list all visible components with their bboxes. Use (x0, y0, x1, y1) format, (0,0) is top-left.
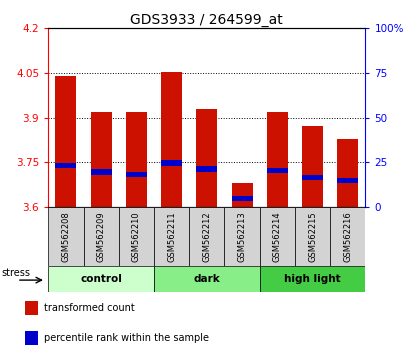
Text: GSM562213: GSM562213 (238, 211, 247, 262)
Bar (189, 207, 224, 266)
Bar (267, 112, 288, 207)
Bar (154, 207, 189, 266)
Bar (302, 175, 323, 180)
Bar (196, 166, 218, 172)
Bar (84, 207, 119, 266)
Bar (126, 172, 147, 177)
Bar (119, 207, 154, 266)
Bar (267, 168, 288, 173)
Bar (154, 266, 260, 292)
Title: GDS3933 / 264599_at: GDS3933 / 264599_at (131, 13, 283, 27)
Bar (302, 126, 323, 207)
Text: GSM562214: GSM562214 (273, 211, 282, 262)
Text: stress: stress (1, 268, 30, 278)
Bar (337, 178, 358, 183)
Bar (24, 331, 38, 345)
Bar (231, 183, 253, 207)
Bar (161, 160, 182, 166)
Bar (91, 169, 112, 175)
Bar (231, 196, 253, 201)
Text: GSM562216: GSM562216 (343, 211, 352, 262)
Text: transformed count: transformed count (44, 303, 134, 313)
Bar (126, 112, 147, 207)
Text: GSM562209: GSM562209 (97, 211, 106, 262)
Text: GSM562212: GSM562212 (202, 211, 211, 262)
Text: high light: high light (284, 274, 341, 284)
Text: GSM562210: GSM562210 (132, 211, 141, 262)
Text: GSM562215: GSM562215 (308, 211, 317, 262)
Bar (24, 301, 38, 315)
Bar (55, 76, 76, 207)
Text: dark: dark (194, 274, 220, 284)
Bar (260, 207, 295, 266)
Bar (260, 266, 365, 292)
Text: GSM562208: GSM562208 (61, 211, 71, 262)
Bar (91, 112, 112, 207)
Bar (224, 207, 260, 266)
Text: GSM562211: GSM562211 (167, 211, 176, 262)
Bar (295, 207, 330, 266)
Bar (196, 109, 218, 207)
Bar (55, 163, 76, 168)
Bar (330, 207, 365, 266)
Text: percentile rank within the sample: percentile rank within the sample (44, 333, 209, 343)
Bar (337, 138, 358, 207)
Bar (48, 207, 84, 266)
Bar (48, 266, 154, 292)
Text: control: control (80, 274, 122, 284)
Bar (161, 73, 182, 207)
